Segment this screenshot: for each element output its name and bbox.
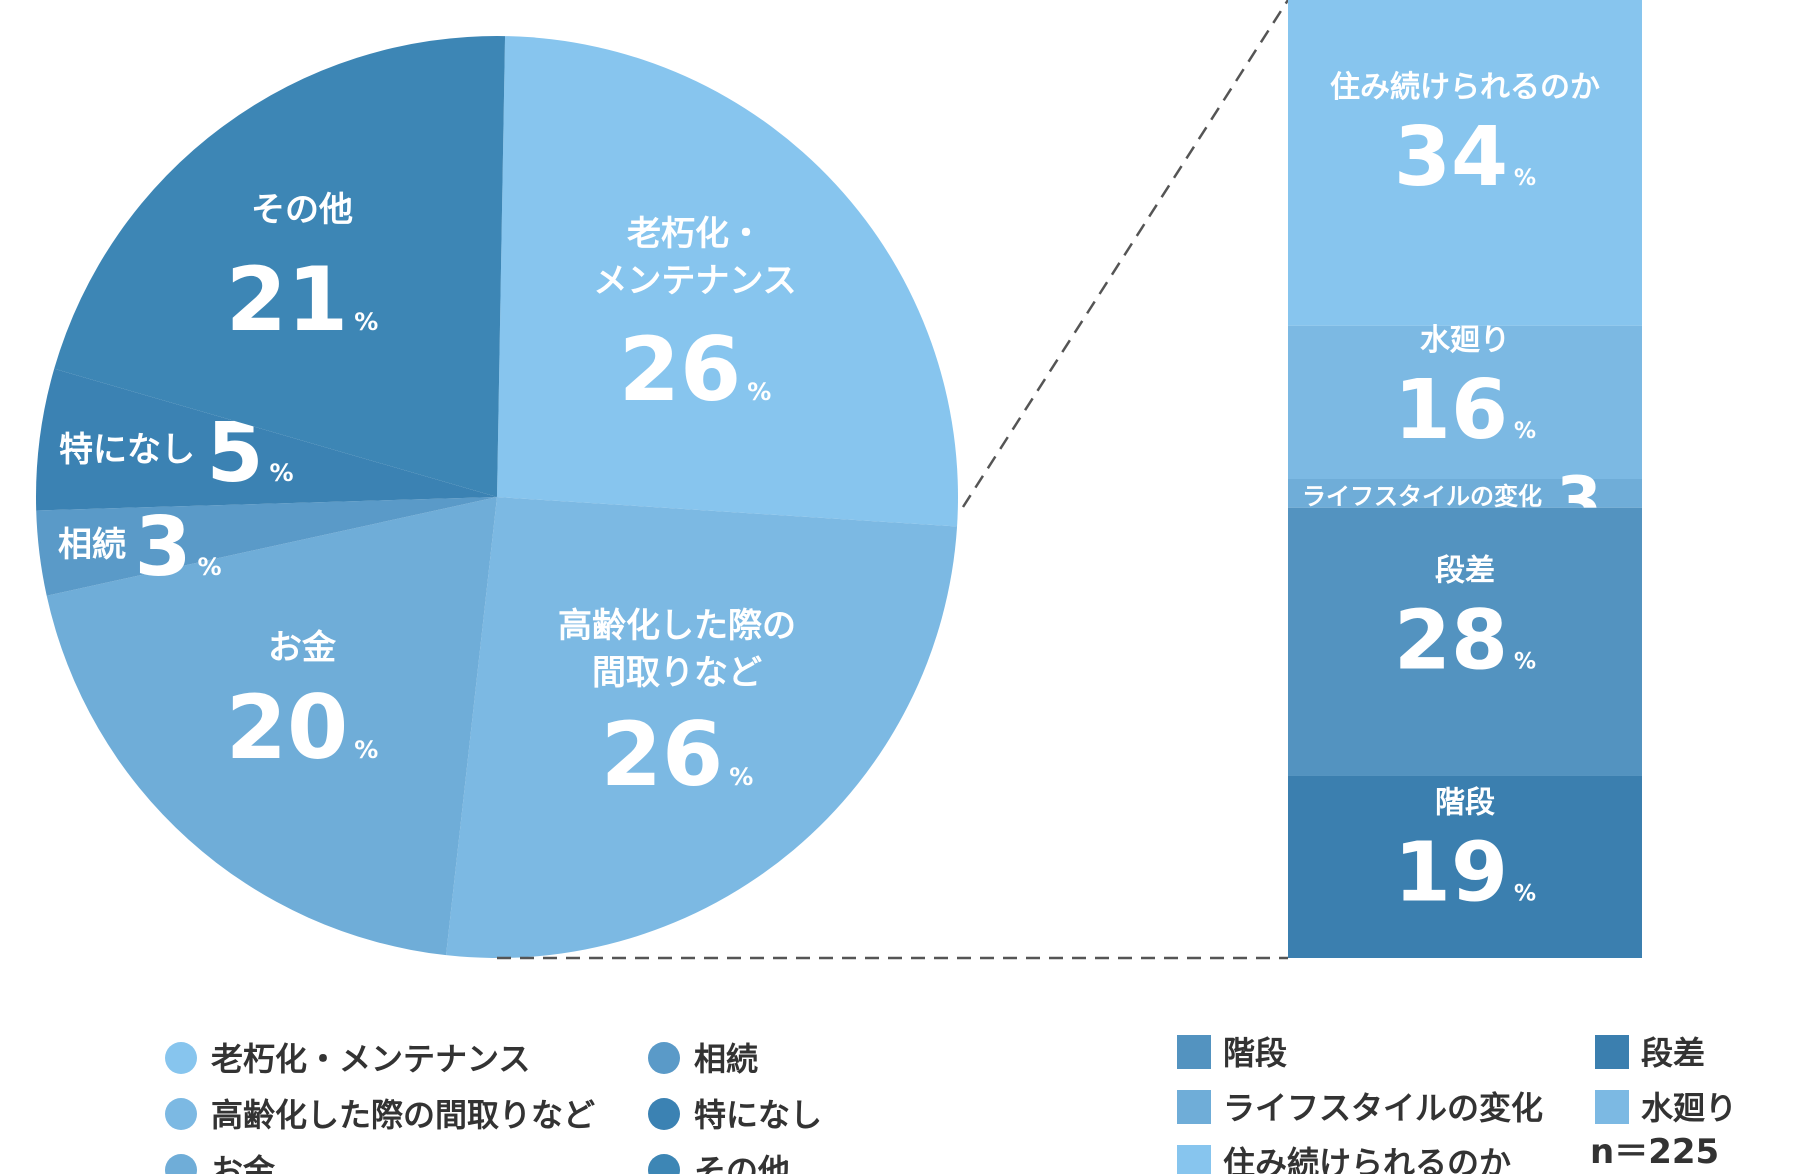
pie-label-kourei: 間取りなど [592,653,762,693]
legend-pie-label: 特になし [694,1096,822,1134]
bar-segment-sumi [1288,0,1642,326]
pie-label-rouka: メンテナンス [593,261,796,301]
legend-pie-label: 老朽化・メンテナンス [211,1040,530,1078]
pie-chart: 老朽化・メンテナンス 26 % 高齢化した際の間取りなど 26 % お金 20 % 相続 3 % 特にな… [36,36,958,958]
pie-value-rouka: 26% [619,318,772,421]
pie-slice-okane [46,497,498,956]
bar-value-dansa: 28% [1394,593,1536,688]
pie-label-kourei: 高齢化した際の [558,606,796,646]
pie-value-sonota: 21% [226,248,379,351]
legend-pie-swatch [165,1098,197,1130]
legend-bar-swatch [1595,1090,1629,1124]
legend-bar-label: 階段 [1223,1034,1287,1072]
pie-slice-rouka [497,36,958,527]
legend-pie-swatch [648,1042,680,1074]
legend-bar-swatch [1177,1145,1211,1174]
bar-label-kaidan: 階段 [1435,785,1495,820]
pie-slice-sonota [54,36,506,498]
bar-label-mizu: 水廻り [1420,323,1510,358]
legend-bar-label: ライフスタイルの変化 [1223,1089,1543,1127]
legend-pie-label: 相続 [694,1040,758,1078]
pie-label-sonota: その他 [251,190,353,230]
legend-pie-swatch [648,1098,680,1130]
bar-value-sumi: 34% [1394,110,1536,205]
pie-slice-kourei [446,497,958,958]
bar-segment-mizu [1288,325,1642,479]
legend-pie-label: お金 [211,1152,276,1174]
pie-label-tokuni: 特になし [59,430,195,470]
bar-label-sumi: 住み続けられるのか [1330,70,1600,105]
legend-pie-label: その他 [694,1152,790,1174]
bar-value-mizu: 16% [1394,363,1536,458]
legend-bar-swatch [1177,1035,1211,1069]
legend-bar-label: 住み続けられるのか [1223,1144,1511,1174]
bar-label-life: ライフスタイルの変化 [1302,482,1542,510]
bar-segment-life [1288,479,1642,508]
legend-bar-swatch [1177,1090,1211,1124]
pie-label-souzoku: 相続 [58,525,126,565]
bar-segment-kaidan [1288,775,1642,958]
pie-to-bar-connector [497,0,1290,960]
pie-value-kourei: 26% [601,703,754,806]
bar-value-kaidan: 19% [1394,825,1536,920]
pie-slice-tokuni [36,368,498,511]
sample-size-label: n＝225 [1590,1132,1719,1172]
bar-label-dansa: 段差 [1435,553,1495,588]
legend-pie-swatch [165,1042,197,1074]
legend-bar-label: 段差 [1641,1034,1705,1072]
legend-pie-label: 高齢化した際の間取りなど [211,1096,595,1134]
legend-pie-swatch [648,1154,680,1174]
legend-bar-label: 水廻り [1641,1089,1737,1127]
pie-label-rouka: 老朽化・ [627,214,763,254]
pie-label-okane: お金 [268,628,337,668]
legend-bar-swatch [1595,1035,1629,1069]
legend-pie-swatch [165,1154,197,1174]
bar-segment-dansa [1288,507,1642,776]
connector-line-top [961,0,1290,508]
pie-value-okane: 20% [226,676,379,779]
pie-slice-souzoku [36,497,498,596]
pie-value-souzoku: 3% [134,500,221,595]
